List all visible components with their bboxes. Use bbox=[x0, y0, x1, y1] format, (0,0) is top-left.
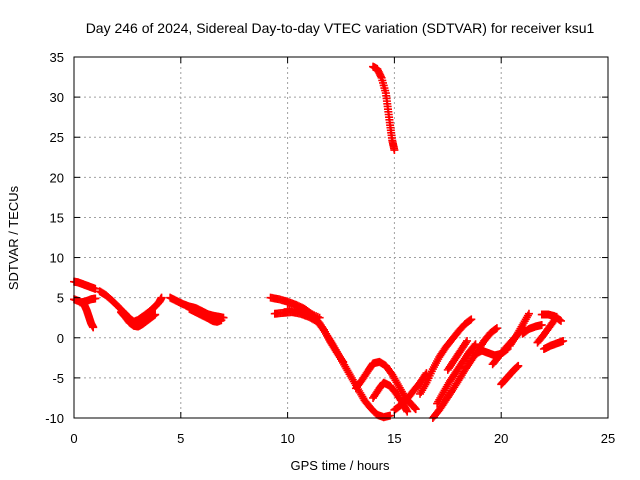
y-tick-label: 30 bbox=[50, 90, 64, 105]
x-axis-label: GPS time / hours bbox=[291, 458, 390, 473]
data-point bbox=[463, 336, 472, 345]
series-arc-25 bbox=[539, 336, 568, 354]
data-point bbox=[466, 316, 475, 325]
y-tick-label: 25 bbox=[50, 130, 64, 145]
y-tick-label: 20 bbox=[50, 170, 64, 185]
data-point bbox=[559, 336, 568, 345]
y-tick-label: -10 bbox=[45, 411, 64, 426]
data-point bbox=[411, 405, 420, 414]
data-point bbox=[471, 340, 480, 349]
series-arc-14 bbox=[416, 315, 476, 398]
data-point bbox=[315, 313, 324, 322]
y-axis-label: SDTVAR / TECUs bbox=[6, 185, 21, 290]
series-arc-26 bbox=[369, 62, 399, 155]
series-arc-5 bbox=[116, 308, 160, 331]
series-arc-16 bbox=[433, 340, 480, 408]
series-arc-12 bbox=[369, 378, 412, 416]
data-point bbox=[467, 315, 476, 324]
series-arc-20 bbox=[505, 309, 533, 350]
y-tick-label: 35 bbox=[50, 50, 64, 65]
x-tick-label: 25 bbox=[601, 431, 615, 446]
plot-frame bbox=[73, 56, 609, 419]
data-point bbox=[91, 294, 100, 303]
data-point bbox=[552, 312, 561, 321]
data-point bbox=[91, 284, 100, 293]
data-point bbox=[557, 316, 566, 325]
y-tick-label: 0 bbox=[57, 331, 64, 346]
x-tick-label: 0 bbox=[70, 431, 77, 446]
x-tick-label: 5 bbox=[177, 431, 184, 446]
x-tick-label: 20 bbox=[494, 431, 508, 446]
x-tick-labels: 0 5 10 15 20 25 bbox=[70, 431, 615, 446]
data-point bbox=[217, 316, 226, 325]
data-point bbox=[491, 324, 500, 333]
y-tick-label: -5 bbox=[52, 371, 64, 386]
data-point bbox=[403, 407, 412, 416]
data-point bbox=[157, 293, 166, 302]
series-arc-24 bbox=[533, 312, 561, 347]
data-point bbox=[390, 146, 399, 155]
chart-title: Day 246 of 2024, Sidereal Day-to-day VTE… bbox=[86, 20, 595, 36]
y-tick-label: 10 bbox=[50, 251, 64, 266]
series-arc-22 bbox=[518, 320, 546, 338]
axis-ticks bbox=[73, 56, 609, 419]
series-arc-10 bbox=[283, 304, 324, 322]
data-point bbox=[151, 310, 160, 319]
series-arc-23 bbox=[537, 310, 566, 325]
x-tick-label: 15 bbox=[387, 431, 401, 446]
series-arc-11 bbox=[351, 357, 420, 414]
series-arc-17 bbox=[443, 336, 472, 374]
data-point bbox=[514, 361, 523, 370]
data-point bbox=[537, 320, 546, 329]
series-arc-3 bbox=[76, 294, 100, 307]
data-point bbox=[89, 323, 98, 332]
series-arc-7 bbox=[185, 304, 226, 326]
y-tick-label: 5 bbox=[57, 291, 64, 306]
y-tick-label: 15 bbox=[50, 210, 64, 225]
series-arc-21 bbox=[497, 361, 523, 389]
data-point bbox=[524, 309, 533, 318]
data-point bbox=[339, 357, 348, 366]
plot-points bbox=[70, 62, 568, 422]
data-point bbox=[492, 324, 501, 333]
x-tick-label: 10 bbox=[280, 431, 294, 446]
y-tick-labels: -10 -5 0 5 10 15 20 25 30 35 bbox=[45, 50, 64, 426]
